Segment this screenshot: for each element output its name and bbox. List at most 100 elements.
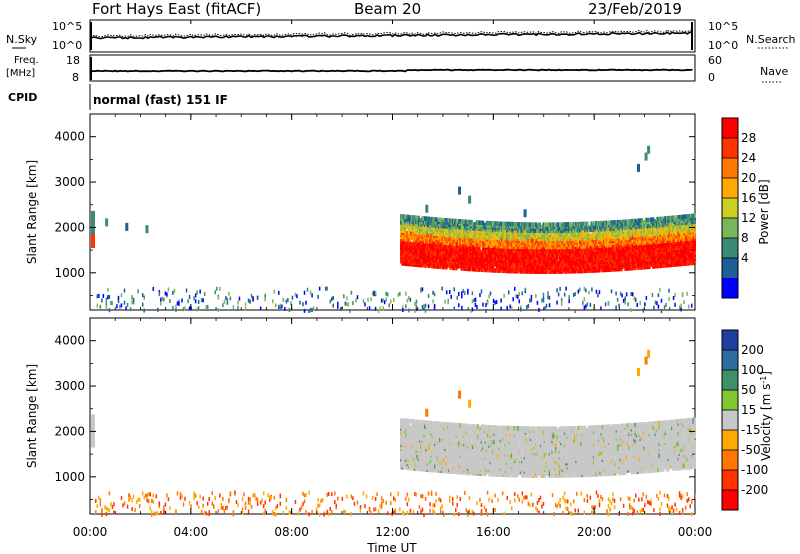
power-cell bbox=[587, 258, 591, 263]
power-cell bbox=[458, 219, 461, 224]
power-cell bbox=[418, 246, 422, 251]
power-cell bbox=[681, 237, 684, 242]
power-cell bbox=[279, 306, 282, 311]
noise-traces bbox=[89, 22, 693, 50]
power-cell bbox=[250, 293, 253, 298]
power-cell bbox=[273, 289, 276, 294]
power-cell bbox=[402, 246, 405, 252]
power-cell bbox=[101, 298, 103, 303]
noise-left-tick-bottom: 10^0 bbox=[52, 39, 82, 52]
power-cell bbox=[413, 227, 417, 233]
freq-panel: Freq. [MHz] 18 8 60 0 Nave bbox=[6, 54, 788, 84]
power-cell bbox=[678, 257, 681, 263]
power-cell bbox=[528, 238, 531, 244]
power-cell bbox=[688, 250, 691, 256]
power-cell bbox=[431, 239, 434, 244]
power-cell bbox=[492, 235, 495, 240]
power-cell bbox=[471, 252, 475, 258]
power-cell bbox=[637, 232, 640, 238]
power-cell bbox=[634, 257, 637, 262]
power-cell bbox=[502, 231, 505, 237]
power-cell bbox=[682, 234, 685, 240]
power-cell bbox=[510, 221, 514, 227]
power-cell bbox=[469, 260, 472, 266]
power-cell bbox=[550, 265, 553, 270]
power-cell bbox=[642, 220, 645, 225]
power-cell bbox=[611, 244, 615, 250]
power-cell bbox=[417, 215, 420, 221]
power-cell bbox=[642, 240, 645, 246]
power-cell bbox=[671, 242, 674, 247]
power-cell bbox=[571, 222, 574, 227]
power-cell bbox=[561, 261, 564, 266]
power-cell bbox=[553, 253, 557, 258]
power-cell bbox=[561, 222, 564, 227]
power-cell bbox=[425, 224, 428, 230]
power-cell bbox=[604, 241, 607, 246]
power-cell bbox=[412, 215, 415, 220]
power-cell bbox=[178, 299, 180, 304]
power-cell bbox=[664, 230, 667, 235]
power-cell bbox=[666, 234, 669, 239]
power-cell bbox=[143, 308, 145, 313]
power-cell bbox=[682, 214, 685, 220]
power-cell bbox=[552, 222, 555, 227]
power-cell bbox=[642, 224, 645, 229]
power-cell bbox=[500, 237, 504, 243]
power-cell bbox=[531, 222, 534, 227]
power-cell bbox=[442, 217, 446, 223]
power-cell bbox=[137, 289, 139, 294]
power-cell bbox=[591, 223, 594, 228]
power-cell bbox=[355, 298, 357, 303]
power-cell bbox=[692, 238, 695, 243]
power-cell bbox=[487, 241, 490, 246]
power-cell bbox=[620, 221, 623, 227]
power-cell bbox=[488, 220, 491, 226]
power-cell bbox=[599, 243, 602, 248]
power-cell bbox=[455, 218, 458, 224]
power-cell bbox=[628, 233, 631, 238]
power-cell bbox=[534, 228, 538, 234]
power-cell bbox=[465, 250, 468, 255]
power-cell bbox=[668, 258, 671, 264]
power-cell bbox=[526, 222, 529, 227]
power-cell bbox=[492, 257, 495, 263]
power-cell bbox=[408, 216, 412, 222]
power-cell bbox=[546, 242, 549, 248]
power-cell bbox=[537, 265, 540, 270]
power-cell bbox=[580, 231, 583, 237]
power-cell bbox=[102, 294, 105, 299]
power-cell bbox=[427, 216, 430, 222]
power-cell bbox=[509, 234, 512, 239]
power-cell bbox=[609, 236, 612, 242]
power-cell bbox=[611, 220, 615, 225]
power-cell bbox=[553, 265, 557, 270]
power-cell bbox=[470, 219, 473, 225]
power-cell bbox=[337, 301, 339, 306]
power-cell bbox=[494, 221, 497, 226]
power-cell bbox=[449, 257, 452, 262]
power-cell bbox=[444, 218, 447, 223]
power-cell bbox=[418, 221, 422, 227]
power-cell bbox=[579, 246, 582, 251]
power-cell bbox=[256, 295, 259, 300]
power-cell bbox=[524, 222, 528, 227]
power-cell bbox=[203, 291, 206, 296]
power-cell bbox=[576, 244, 579, 249]
power-cell bbox=[458, 239, 461, 244]
power-cell bbox=[528, 252, 531, 258]
power-cell bbox=[247, 298, 250, 303]
power-cell bbox=[401, 224, 404, 229]
power-cell bbox=[527, 248, 530, 254]
power-cell bbox=[483, 222, 486, 228]
power-cell bbox=[450, 236, 453, 242]
power-cell bbox=[282, 297, 285, 302]
power-cell bbox=[592, 221, 596, 226]
power-cell bbox=[686, 224, 689, 229]
power-cell bbox=[514, 248, 517, 254]
power-cell bbox=[655, 223, 659, 228]
power-cell bbox=[623, 227, 626, 233]
power-cell bbox=[475, 242, 478, 248]
power-cell bbox=[629, 219, 632, 224]
power-cell bbox=[488, 239, 491, 244]
